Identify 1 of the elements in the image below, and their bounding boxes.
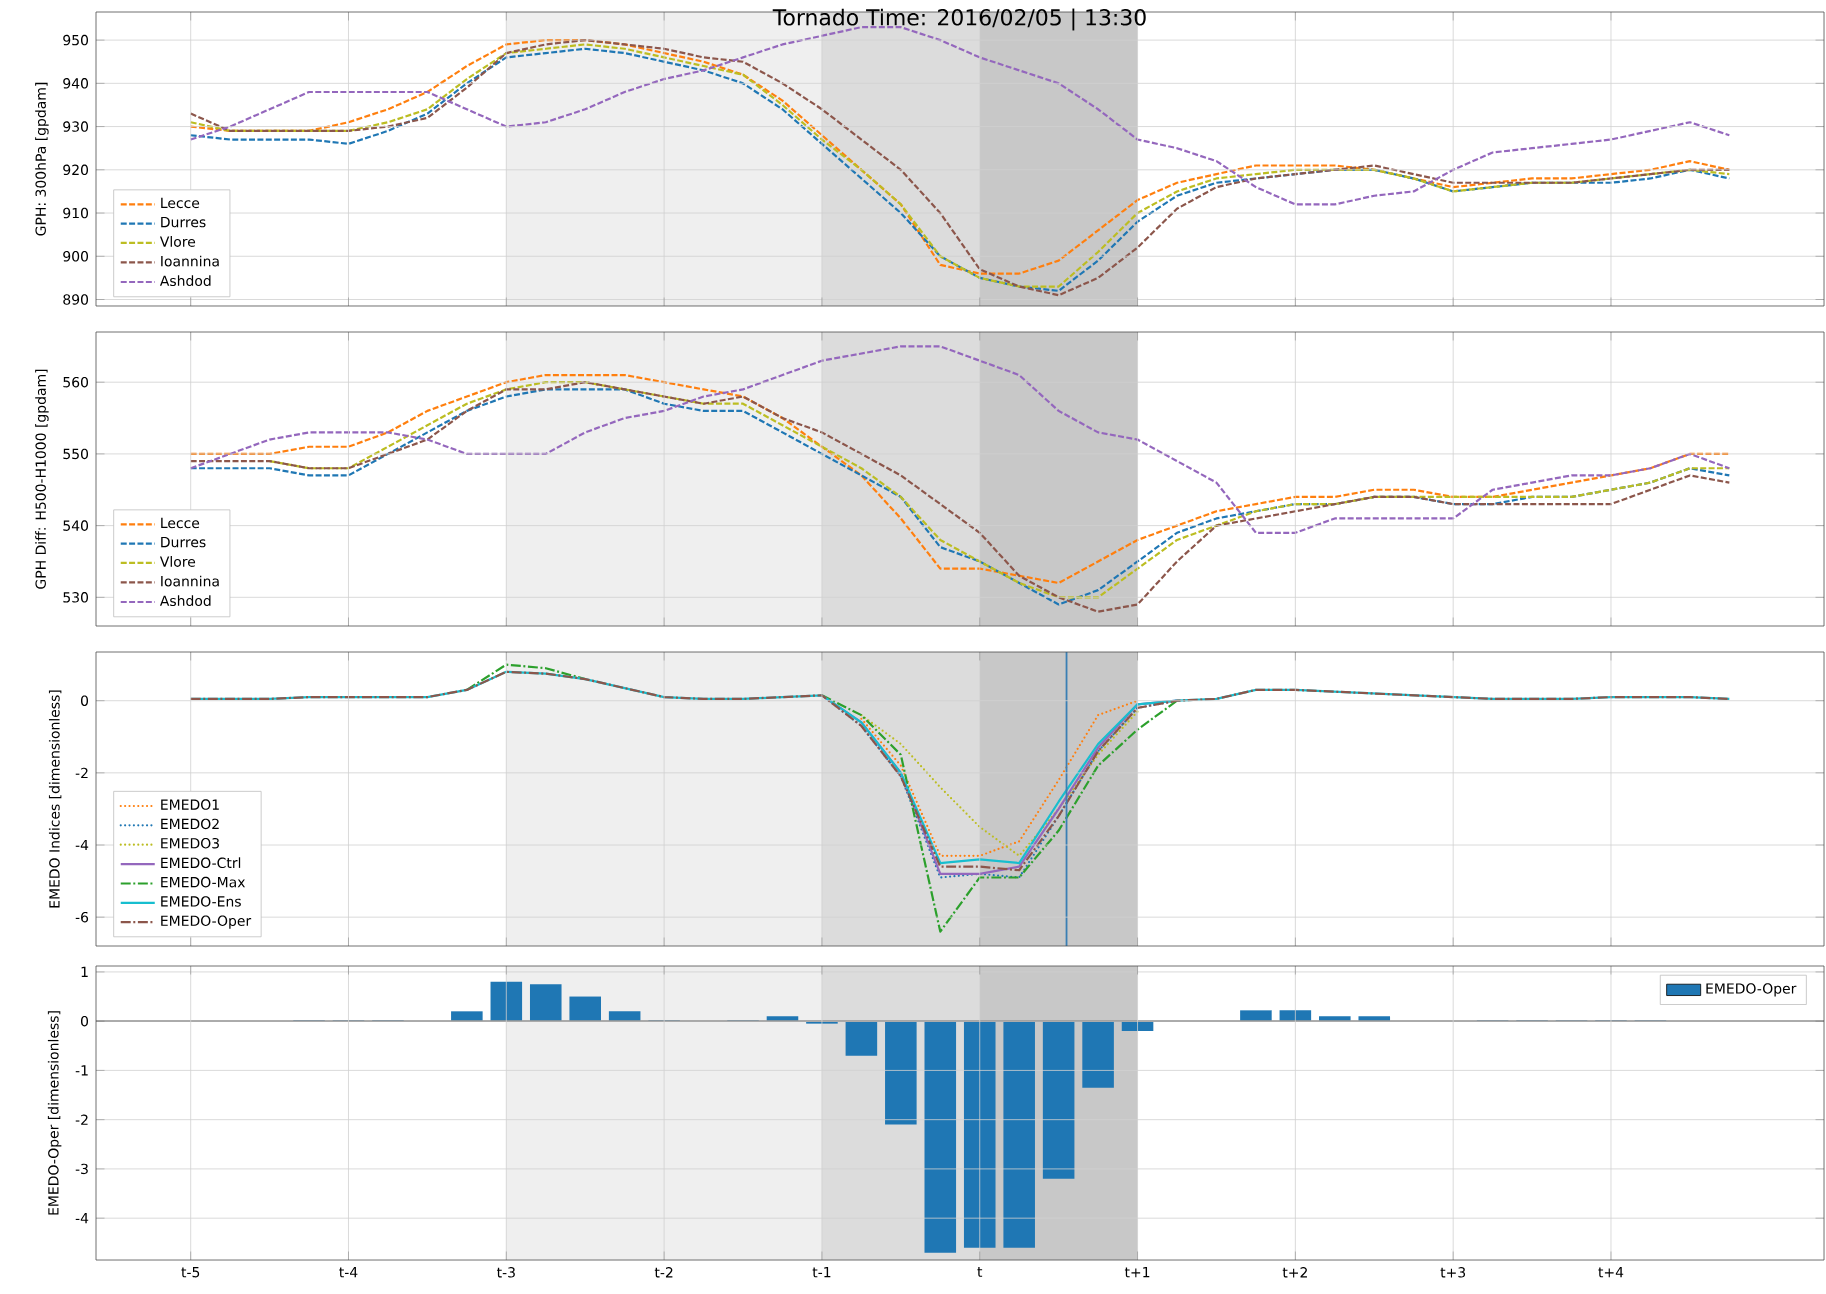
chart-title: Tornado Time: 2016/02/05 | 13:30 xyxy=(772,8,1146,31)
